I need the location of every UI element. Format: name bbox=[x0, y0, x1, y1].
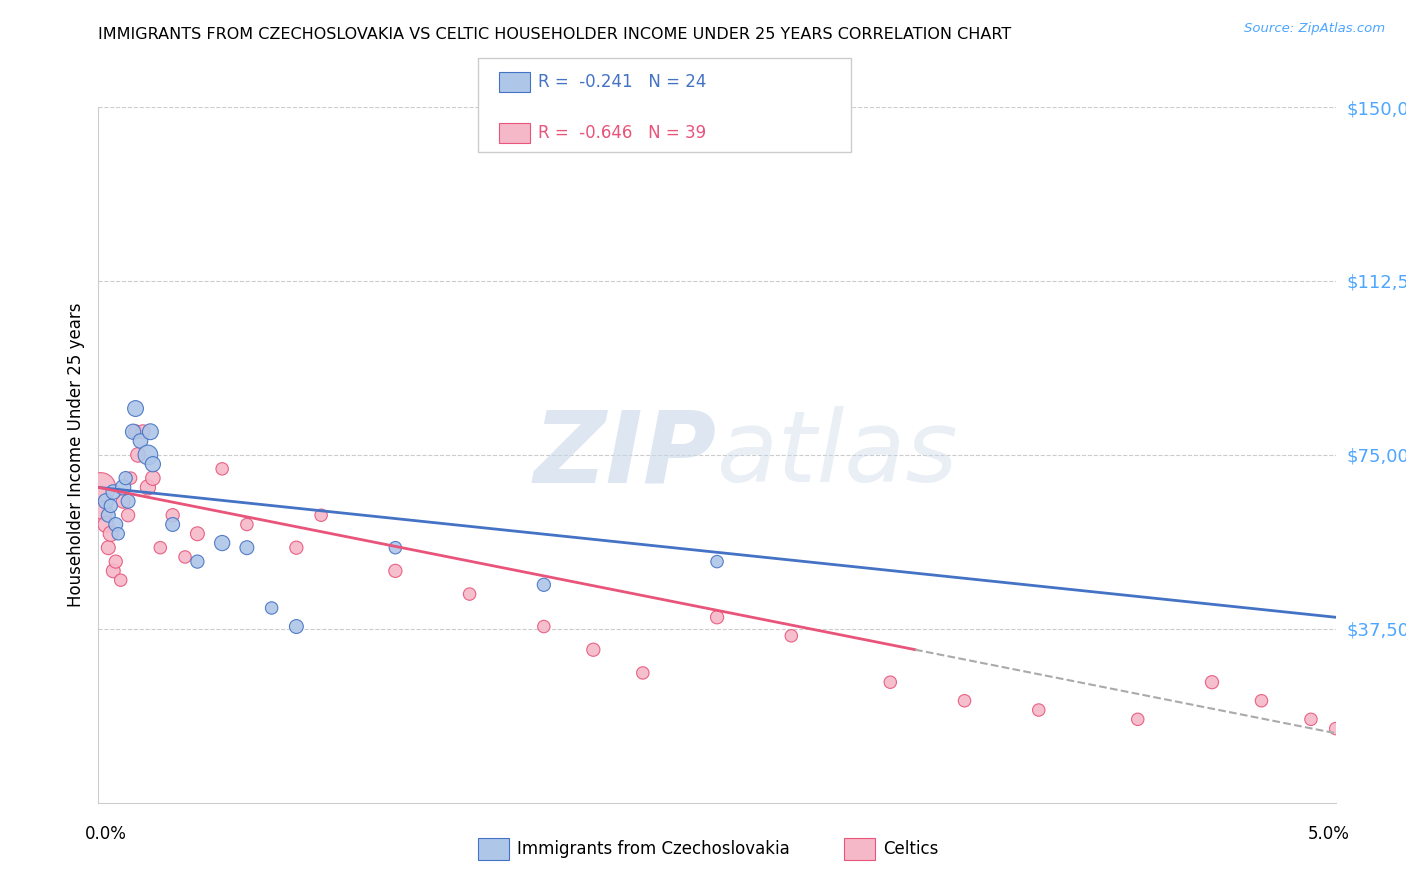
Point bbox=[780, 629, 803, 643]
Point bbox=[1299, 712, 1322, 726]
Point bbox=[582, 642, 605, 657]
Point bbox=[93, 503, 115, 517]
Point bbox=[384, 564, 406, 578]
Point bbox=[706, 555, 728, 569]
Point bbox=[236, 517, 259, 532]
Text: 5.0%: 5.0% bbox=[1308, 825, 1350, 843]
Point bbox=[94, 494, 117, 508]
Point bbox=[162, 508, 184, 523]
Point bbox=[120, 471, 142, 485]
Point bbox=[104, 555, 127, 569]
Point bbox=[186, 526, 208, 541]
Point bbox=[149, 541, 172, 555]
Point bbox=[186, 555, 208, 569]
Point bbox=[94, 517, 117, 532]
Point bbox=[285, 619, 308, 633]
Point bbox=[1324, 722, 1347, 736]
Point bbox=[103, 564, 125, 578]
Point bbox=[706, 610, 728, 624]
Point bbox=[104, 517, 127, 532]
Point bbox=[136, 480, 159, 494]
Point bbox=[1126, 712, 1149, 726]
Point bbox=[631, 665, 654, 680]
Point bbox=[122, 425, 145, 439]
Point bbox=[114, 471, 136, 485]
Text: R =  -0.646   N = 39: R = -0.646 N = 39 bbox=[538, 124, 707, 142]
Point bbox=[285, 541, 308, 555]
Text: Source: ZipAtlas.com: Source: ZipAtlas.com bbox=[1244, 22, 1385, 36]
Point bbox=[879, 675, 901, 690]
Point bbox=[100, 499, 122, 513]
Point bbox=[211, 536, 233, 550]
Point bbox=[117, 494, 139, 508]
Point bbox=[211, 462, 233, 476]
Point bbox=[953, 694, 976, 708]
Point bbox=[309, 508, 332, 523]
Text: atlas: atlas bbox=[717, 407, 959, 503]
Text: ZIP: ZIP bbox=[534, 407, 717, 503]
Point bbox=[384, 541, 406, 555]
Point bbox=[533, 578, 555, 592]
Point bbox=[139, 425, 162, 439]
Point bbox=[117, 508, 139, 523]
Point bbox=[1250, 694, 1272, 708]
Text: 0.0%: 0.0% bbox=[84, 825, 127, 843]
Point bbox=[90, 480, 112, 494]
Text: R =  -0.241   N = 24: R = -0.241 N = 24 bbox=[538, 73, 707, 91]
Point bbox=[97, 541, 120, 555]
Point bbox=[236, 541, 259, 555]
Point bbox=[142, 457, 165, 471]
Point bbox=[103, 485, 125, 500]
Point bbox=[129, 434, 152, 448]
Point bbox=[127, 448, 149, 462]
Text: Celtics: Celtics bbox=[883, 840, 938, 858]
Point bbox=[112, 494, 135, 508]
Point bbox=[533, 619, 555, 633]
Y-axis label: Householder Income Under 25 years: Householder Income Under 25 years bbox=[66, 302, 84, 607]
Point bbox=[1028, 703, 1050, 717]
Text: Immigrants from Czechoslovakia: Immigrants from Czechoslovakia bbox=[517, 840, 790, 858]
Point bbox=[162, 517, 184, 532]
Point bbox=[124, 425, 146, 439]
Point bbox=[100, 526, 122, 541]
Point bbox=[107, 526, 129, 541]
Point bbox=[458, 587, 481, 601]
Point bbox=[132, 425, 155, 439]
Point bbox=[260, 601, 283, 615]
Point bbox=[136, 448, 159, 462]
Text: IMMIGRANTS FROM CZECHOSLOVAKIA VS CELTIC HOUSEHOLDER INCOME UNDER 25 YEARS CORRE: IMMIGRANTS FROM CZECHOSLOVAKIA VS CELTIC… bbox=[98, 27, 1012, 42]
Point bbox=[174, 549, 197, 564]
Point bbox=[1201, 675, 1223, 690]
Point bbox=[112, 480, 135, 494]
Point bbox=[97, 508, 120, 523]
Point bbox=[110, 573, 132, 587]
Point bbox=[142, 471, 165, 485]
Point bbox=[124, 401, 146, 416]
